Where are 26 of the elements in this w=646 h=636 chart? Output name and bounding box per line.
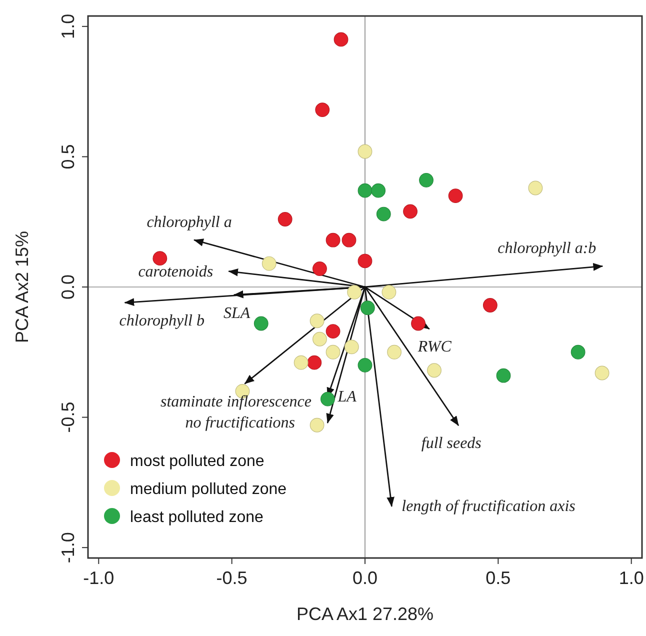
annotation: LA [336, 388, 357, 406]
legend-label: most polluted zone [130, 453, 264, 470]
annotation: full seeds [421, 435, 482, 452]
legend-label: medium polluted zone [130, 481, 287, 498]
y-tick-label: 0.5 [58, 144, 78, 170]
annotation: carotenoids [138, 263, 214, 280]
y-tick-label: 1.0 [58, 14, 78, 39]
annotation: chlorophyll a:b [498, 240, 596, 258]
annotation: RWC [416, 338, 452, 356]
x-tick-label: 0.0 [352, 568, 378, 588]
annotation: chlorophyll b [119, 312, 204, 330]
y-axis-title: PCA Ax2 15% [12, 230, 32, 344]
y-tick-label: 0.0 [58, 274, 78, 300]
annotation: no fructifications [185, 414, 296, 432]
x-tick-label: 1.0 [618, 568, 644, 588]
y-tick-label: -1.0 [58, 532, 78, 564]
annotation: staminate inflorescence [160, 393, 312, 410]
x-tick-label: 0.5 [486, 568, 511, 588]
annotation: length of fructification axis [402, 498, 576, 515]
annotation: chlorophyll a [146, 214, 232, 232]
x-axis-title: PCA Ax1 27.28% [296, 604, 434, 624]
x-tick-label: -0.5 [216, 568, 248, 588]
y-tick-label: -0.5 [58, 402, 78, 433]
x-tick-label: -1.0 [83, 568, 114, 588]
annotation: SLA [223, 304, 250, 322]
legend-label: least polluted zone [130, 509, 264, 526]
